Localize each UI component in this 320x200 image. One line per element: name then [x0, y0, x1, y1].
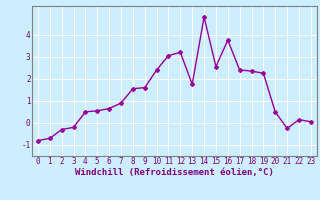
X-axis label: Windchill (Refroidissement éolien,°C): Windchill (Refroidissement éolien,°C) [75, 168, 274, 177]
